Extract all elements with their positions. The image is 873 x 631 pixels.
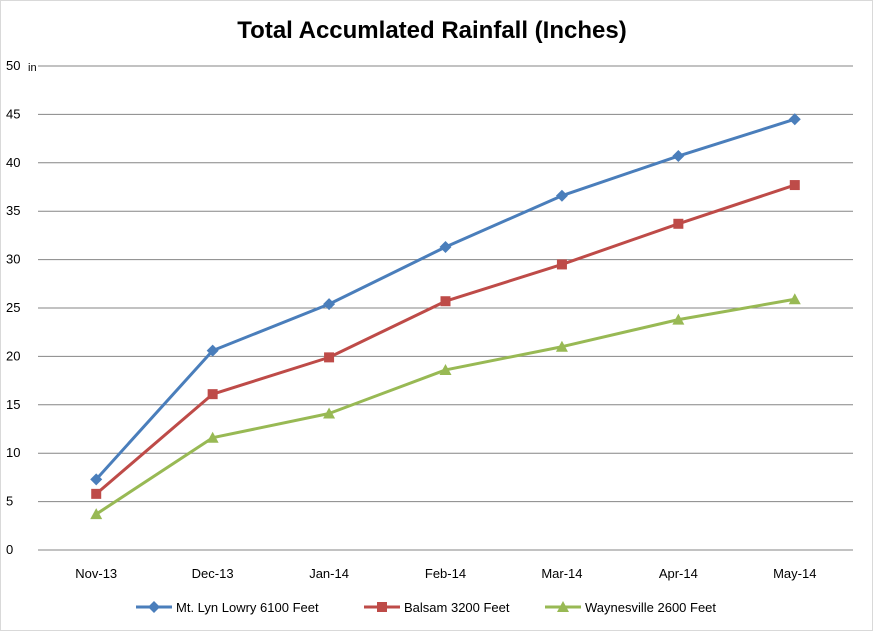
y-axis-ticks: 0 5 10 15 20 25 30 35 40 45 50: [6, 58, 20, 557]
data-point: [788, 293, 801, 305]
y-tick-label: 10: [6, 445, 20, 460]
data-point: [672, 150, 685, 163]
data-point: [206, 344, 219, 357]
y-tick-label: 40: [6, 155, 20, 170]
data-point: [439, 363, 452, 375]
x-tick-label: Feb-14: [425, 566, 466, 581]
data-point: [207, 389, 218, 400]
data-point: [440, 296, 451, 307]
y-unit-label: in: [28, 62, 37, 74]
y-tick-label: 20: [6, 348, 20, 363]
data-point: [555, 340, 568, 352]
data-point: [672, 313, 685, 325]
series-line: [95, 183, 796, 495]
series-lines: [90, 113, 801, 520]
series-2: [90, 293, 801, 520]
data-point: [555, 189, 568, 202]
legend-item: Waynesville 2600 Feet: [545, 600, 716, 615]
legend-item: Mt. Lyn Lowry 6100 Feet: [136, 600, 319, 615]
y-tick-label: 30: [6, 252, 20, 267]
y-tick-label: 35: [6, 203, 20, 218]
y-tick-label: 45: [6, 106, 20, 121]
legend-label: Balsam 3200 Feet: [404, 600, 510, 615]
data-point: [323, 298, 336, 311]
x-tick-label: Jan-14: [309, 566, 349, 581]
x-axis-ticks: Nov-13 Dec-13 Jan-14 Feb-14 Mar-14 Apr-14 May-…: [75, 566, 816, 581]
data-point: [789, 180, 800, 191]
legend-item: Balsam 3200 Feet: [364, 600, 510, 615]
y-tick-label: 50: [6, 58, 20, 73]
legend-marker: [148, 601, 160, 613]
gridlines: [38, 65, 853, 551]
series-0: [90, 113, 801, 486]
data-point: [90, 473, 103, 486]
data-point: [556, 259, 567, 270]
x-tick-label: Nov-13: [75, 566, 117, 581]
data-point: [90, 508, 103, 520]
data-point: [673, 218, 684, 229]
legend-label: Waynesville 2600 Feet: [585, 600, 716, 615]
y-tick-label: 15: [6, 397, 20, 412]
series-1: [91, 180, 800, 499]
data-point: [206, 431, 219, 443]
y-tick-label: 25: [6, 300, 20, 315]
legend-label: Mt. Lyn Lowry 6100 Feet: [176, 600, 319, 615]
chart-title: Total Accumlated Rainfall (Inches): [237, 17, 626, 44]
data-point: [324, 352, 335, 363]
legend: Mt. Lyn Lowry 6100 Feet Balsam 3200 Feet W…: [136, 600, 716, 615]
legend-marker: [377, 602, 387, 612]
x-tick-label: Apr-14: [659, 566, 698, 581]
data-point: [788, 113, 801, 126]
data-point: [323, 407, 336, 419]
data-point: [439, 241, 452, 254]
legend-marker: [557, 601, 569, 612]
x-tick-label: Mar-14: [541, 566, 582, 581]
series-line: [95, 297, 796, 516]
data-point: [91, 488, 102, 499]
y-tick-label: 5: [6, 494, 13, 509]
x-tick-label: Dec-13: [192, 566, 234, 581]
y-tick-label: 0: [6, 542, 13, 557]
x-tick-label: May-14: [773, 566, 816, 581]
